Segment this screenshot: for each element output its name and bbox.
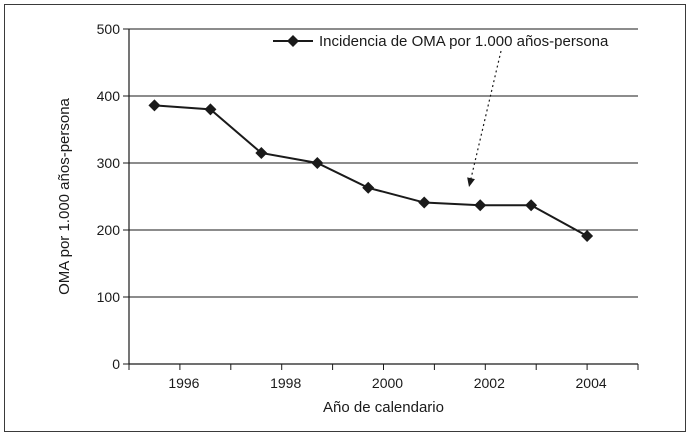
series-line-0 (154, 104, 588, 237)
x-tick-label-2002: 2002 (474, 375, 505, 391)
data-point-4 (362, 181, 375, 194)
x-tick-label-2000: 2000 (372, 375, 403, 391)
data-point-6 (474, 199, 487, 212)
x-tick-label-1998: 1998 (270, 375, 301, 391)
legend-label: Incidencia de OMA por 1.000 años-persona (319, 33, 609, 50)
y-tick-label-200: 200 (97, 222, 121, 238)
data-point-8 (581, 230, 594, 243)
x-tick-label-2004: 2004 (576, 375, 607, 391)
chart-figure: 0 100 200 300 400 500 1996 1998 2000 2002 2004 Año … (4, 4, 686, 432)
line-chart: 0 100 200 300 400 500 1996 1998 2000 2002 2004 Año … (56, 21, 639, 416)
annotation-arrow-head (467, 177, 475, 187)
y-tick-label-100: 100 (97, 289, 121, 305)
x-axis-title: Año de calendario (323, 399, 444, 416)
data-point-2 (255, 146, 268, 159)
y-tick-label-0: 0 (112, 356, 120, 372)
legend-marker (287, 35, 299, 47)
y-tick-label-500: 500 (97, 21, 121, 37)
data-point-7 (525, 199, 538, 212)
y-tick-label-300: 300 (97, 155, 121, 171)
data-point-1 (204, 103, 217, 116)
annotation-arrow-line (468, 50, 502, 188)
data-point-3 (311, 157, 324, 169)
y-axis-title: OMA por 1.000 años-persona (56, 97, 73, 294)
x-tick-label-1996: 1996 (168, 375, 199, 391)
data-point-5 (418, 196, 431, 209)
data-point-0 (148, 99, 161, 112)
y-tick-label-400: 400 (97, 88, 121, 104)
